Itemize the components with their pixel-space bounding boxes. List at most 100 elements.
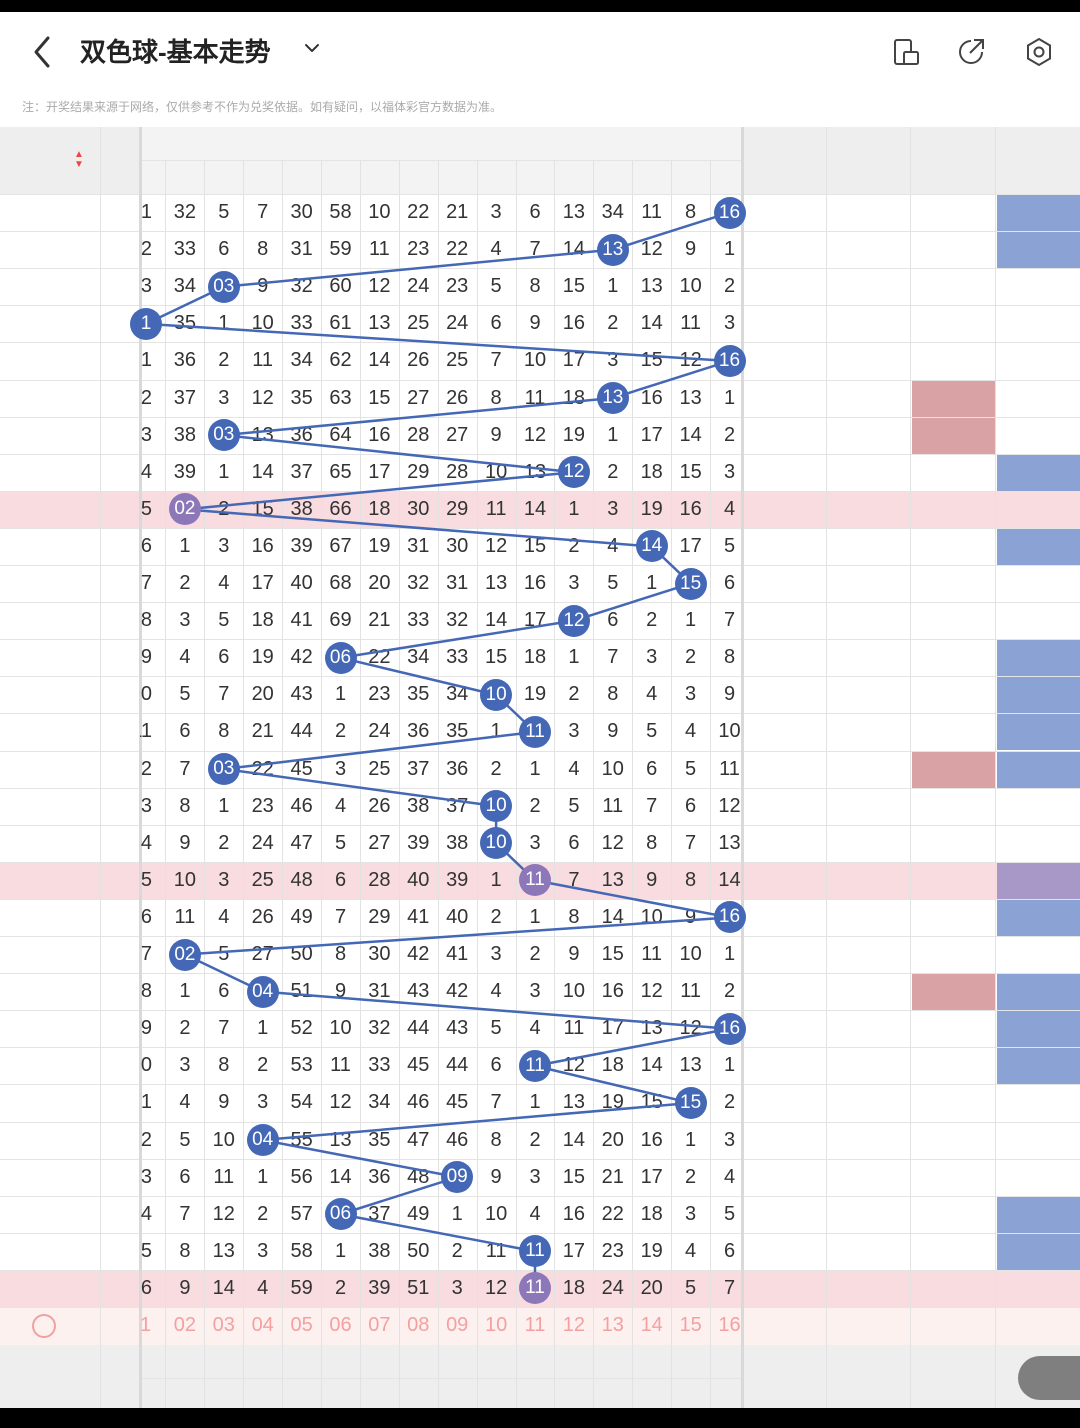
blue-miss-cell: 22 [140,1128,152,1151]
blue-miss-cell: 35 [407,683,430,706]
blue-miss-cell: 1 [257,1017,269,1040]
blue-miss-cell: 15 [562,1165,586,1188]
sort-icon[interactable]: ▲ ▼ [74,149,84,170]
blue-miss-cell: 11 [140,720,152,743]
page-title[interactable]: 双色球-基本走势 [80,37,271,67]
blue-miss-cell: 9 [179,831,191,854]
select-number[interactable]: 15 [679,1314,702,1336]
period-cell [0,417,100,454]
blue-miss-cell: 13 [640,1017,663,1040]
blue-ball: 04 [246,1124,279,1157]
zone-highlight [912,751,995,788]
sum-cell [744,751,826,788]
header-bg-left [0,127,142,194]
oddeven-cell [996,380,1080,417]
select-number[interactable]: 14 [640,1314,663,1336]
period-cell [0,528,100,565]
blue-miss-cell: 2 [218,831,230,854]
screen-toggle-icon[interactable] [890,36,922,68]
sum-cell [744,825,826,862]
blue-miss-cell: 26 [446,386,469,409]
blue-miss-cell: 6 [685,794,697,817]
footer-header-divider [142,1378,742,1379]
select-circle-icon[interactable] [32,1314,56,1338]
sum-cell [744,973,826,1010]
select-number[interactable]: 12 [562,1314,586,1336]
blue-miss-cell: 48 [407,1165,430,1188]
blue-miss-cell: 17 [640,1165,663,1188]
blue-miss-cell: 2 [685,646,697,669]
blue-miss-cell: 6 [218,980,230,1003]
period-cell [0,639,100,676]
blue-miss-cell: 7 [490,349,502,372]
blue-miss-cell: 45 [407,1054,430,1077]
col-period-header[interactable] [0,127,100,194]
blue-number-header [632,160,671,194]
blue-miss-cell: 9 [529,312,541,335]
span-cell [827,1122,910,1159]
back-arrow-icon[interactable] [30,34,54,70]
select-number[interactable]: 06 [329,1314,352,1336]
blue-miss-cell: 12 [640,980,663,1003]
blue-miss-cell: 13 [640,275,663,298]
blue-number-header [516,160,555,194]
settings-icon[interactable] [1023,36,1055,68]
blue-miss-cell: 4 [607,534,619,557]
footer-blue-number [399,1378,438,1408]
blue-miss-cell: 7 [179,757,191,780]
blue-miss-cell: 2 [568,534,580,557]
blue-miss-cell: 23 [251,794,274,817]
select-number[interactable]: 07 [368,1314,391,1336]
select-number[interactable]: 05 [290,1314,313,1336]
select-number[interactable]: 11 [524,1314,546,1336]
select-number[interactable]: 09 [446,1314,469,1336]
blue-miss-cell: 6 [529,201,541,224]
blue-miss-cell: 1 [529,757,541,780]
blue-miss-cell: 23 [140,1165,152,1188]
select-number[interactable]: 03 [212,1314,235,1336]
blue-miss-cell: 2 [140,238,152,261]
oddeven-highlight [997,899,1080,936]
blue-ball: 03 [207,270,240,303]
select-number[interactable]: 16 [718,1314,741,1336]
blue-miss-cell: 3 [607,497,619,520]
chevron-down-icon[interactable] [302,38,322,58]
blue-miss-cell: 33 [368,1054,391,1077]
select-number[interactable]: 1 [140,1314,152,1336]
oddeven-highlight [997,677,1080,714]
select-number[interactable]: 13 [601,1314,624,1336]
sum-cell [744,194,826,231]
blue-miss-cell: 8 [334,943,347,966]
oddeven-highlight [997,195,1080,232]
blue-miss-cell: 45 [446,1091,469,1114]
oddeven-cell [996,899,1080,936]
blue-miss-cell: 3 [607,349,619,372]
select-label[interactable] [62,1307,112,1344]
share-icon[interactable] [955,36,987,68]
blue-number-header [360,160,399,194]
oddeven-cell [996,1270,1080,1307]
expand-button[interactable] [1018,1356,1080,1400]
blue-miss-cell: 15 [679,460,702,483]
sum-cell [744,1159,826,1196]
blue-miss-cell: 21 [140,1091,152,1114]
blue-miss-cell: 12 [140,757,152,780]
period-cell [0,936,100,973]
blue-miss-cell: 32 [173,201,197,224]
blue-miss-cell: 5 [490,1017,502,1040]
span-divider [826,127,827,1408]
blue-miss-cell: 25 [446,349,469,372]
select-number[interactable]: 02 [173,1314,197,1336]
select-number[interactable]: 10 [484,1314,508,1336]
select-number[interactable]: 08 [407,1314,430,1336]
zone-cell [911,1010,995,1047]
blue-miss-cell: 37 [407,757,430,780]
oddeven-cell [996,454,1080,491]
blue-miss-cell: 19 [523,683,547,706]
select-number[interactable]: 04 [251,1314,274,1336]
blue-miss-cell: 16 [251,534,274,557]
zone-highlight [912,417,995,454]
blue-miss-cell: 20 [640,1276,663,1299]
blue-miss-cell: 63 [329,386,352,409]
blue-miss-cell: 24 [446,312,469,335]
